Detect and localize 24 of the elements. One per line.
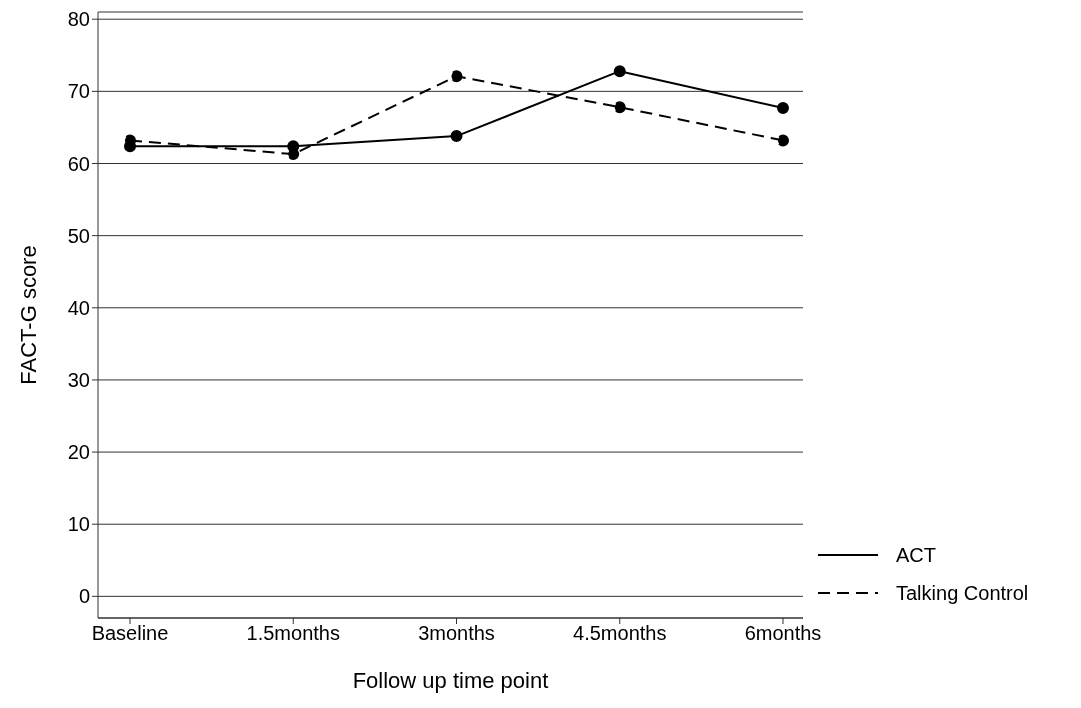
x-tick-label: 3months (418, 622, 495, 645)
y-tick-label: 0 (78, 585, 90, 608)
x-tick-label: 4.5months (573, 622, 667, 645)
y-tick-label: 20 (67, 441, 90, 464)
y-tick-label: 30 (67, 369, 90, 392)
y-tick-label: 40 (67, 296, 90, 319)
legend-label: ACT (896, 543, 936, 567)
legend-label: Talking Control (896, 581, 1029, 605)
point (777, 134, 789, 147)
x-tick-label: 1.5months (246, 622, 340, 645)
point (613, 101, 626, 114)
x-tick-label: 6months (744, 622, 822, 645)
x-tick-label: Baseline (91, 622, 169, 645)
y-tick-label: 50 (67, 224, 90, 247)
y-tick-label: 80 (67, 8, 90, 31)
y-tick-label: 70 (67, 80, 90, 103)
y-tick-label: 10 (67, 513, 90, 536)
point (450, 130, 463, 143)
y-tick-label: 60 (67, 152, 90, 175)
point (613, 65, 626, 78)
point (777, 101, 789, 114)
y-axis-title: FACT-G score (15, 245, 41, 385)
x-axis-title: Follow up time point (352, 668, 549, 693)
point (450, 70, 463, 83)
